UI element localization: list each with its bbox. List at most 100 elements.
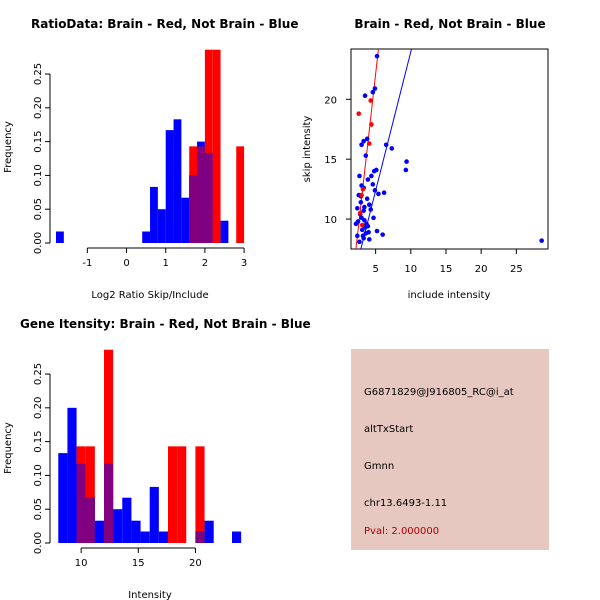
gene-hist-y-tick-label: 0.20 xyxy=(33,397,44,419)
genomic-location: chr13.6493-1.11 xyxy=(364,498,448,509)
gene-hist-y-tick-label: 0.15 xyxy=(33,430,44,452)
scatter-point-not-brain xyxy=(374,53,380,59)
scatter-x-tick-label: 15 xyxy=(440,264,453,275)
ratio-hist-bar-not-brain xyxy=(142,231,151,243)
ratio-hist-bar-not-brain xyxy=(220,220,229,243)
ratio-hist-y-tick-label: 0.05 xyxy=(33,198,44,220)
scatter-point-not-brain xyxy=(357,173,362,179)
scatter-point-not-brain xyxy=(368,207,374,212)
scatter-point-not-brain xyxy=(361,138,366,144)
ratio-hist-bar-overlap xyxy=(197,146,205,243)
gene-intensity-histogram: Gene Itensity: Brain - Red, Not Brain - … xyxy=(3,317,311,600)
gene-histogram-y-axis: 0.00 0.05 0.10 0.15 0.20 0.25 xyxy=(33,363,51,554)
scatter-point-not-brain xyxy=(403,167,409,173)
gene-hist-bar-not-brain xyxy=(158,531,168,543)
ratio-hist-bar-not-brain xyxy=(173,119,182,243)
scatter-point-brain xyxy=(357,210,363,216)
gene-hist-y-tick-label: 0.05 xyxy=(33,498,44,520)
scatter-point-not-brain xyxy=(362,204,367,210)
gene-hist-bar-not-brain xyxy=(204,520,214,543)
ratio-hist-x-tick-label: 1 xyxy=(163,258,169,269)
gene-histogram-xlabel: Intensity xyxy=(128,590,172,600)
scatter-point-brain xyxy=(369,122,374,127)
scatter-point-not-brain xyxy=(374,228,380,234)
scatter-title: Brain - Red, Not Brain - Blue xyxy=(354,17,545,31)
probe-id: G6871829@J916805_RC@i_at xyxy=(364,387,514,398)
scatter-point-not-brain xyxy=(358,199,364,205)
scatter-ylabel: skip intensity xyxy=(302,116,313,183)
scatter-plot-box xyxy=(350,48,549,250)
scatter-y-tick-label: 10 xyxy=(324,215,337,226)
ratio-hist-bar-not-brain xyxy=(157,209,166,243)
gene-hist-bar-not-brain xyxy=(149,486,159,543)
scatter-point-not-brain xyxy=(366,237,372,242)
gene-histogram-ylabel: Frequency xyxy=(3,422,14,474)
ratio-hist-x-tick-label: 3 xyxy=(241,258,247,269)
ratio-hist-bar-overlap xyxy=(204,153,213,243)
scatter-xlabel: include intensity xyxy=(408,290,491,301)
scatter-point-brain xyxy=(359,192,364,198)
scatter-point-not-brain xyxy=(360,233,366,239)
gene-hist-bar-overlap xyxy=(195,531,205,543)
ratio-hist-bar-not-brain xyxy=(165,130,174,243)
gene-hist-bar-brain xyxy=(195,446,205,543)
scatter-point-not-brain xyxy=(539,238,544,243)
gene-hist-bar-overlap xyxy=(76,463,86,543)
ratio-histogram-title: RatioData: Brain - Red, Not Brain - Blue xyxy=(31,17,298,31)
ratio-hist-bar-brain xyxy=(236,146,245,243)
scatter-point-brain xyxy=(356,111,362,116)
scatter-point-not-brain xyxy=(369,173,374,179)
ratio-hist-bar-not-brain xyxy=(150,186,158,243)
ratio-hist-y-tick-label: 0.20 xyxy=(33,97,44,119)
scatter-x-axis: 5 10 15 20 25 xyxy=(372,249,523,275)
gene-hist-x-tick-label: 15 xyxy=(132,558,145,569)
scatter-y-tick-label: 15 xyxy=(324,155,337,166)
scatter-point-not-brain xyxy=(404,159,409,164)
gene-hist-bar-brain xyxy=(168,446,178,543)
gene-hist-bar-not-brain xyxy=(131,520,141,543)
gene-hist-bar-not-brain xyxy=(122,497,132,543)
scatter-point-not-brain xyxy=(370,89,376,95)
ratio-histogram-x-axis: -1 0 1 2 3 xyxy=(82,247,247,269)
ratio-histogram-xlabel: Log2 Ratio Skip/Include xyxy=(91,290,208,301)
scatter-point-not-brain xyxy=(363,153,369,158)
gene-hist-bar-not-brain xyxy=(140,531,150,543)
ratio-hist-bar-not-brain xyxy=(56,231,64,243)
gene-hist-bar-overlap xyxy=(85,497,95,543)
scatter-point-not-brain xyxy=(365,177,371,182)
gene-hist-bar-not-brain xyxy=(94,520,104,543)
scatter-point-not-brain xyxy=(389,146,395,151)
ratio-hist-x-tick-label: -1 xyxy=(82,258,92,269)
scatter-y-axis: 10 15 20 xyxy=(324,95,351,226)
scatter-point-not-brain xyxy=(355,233,360,239)
ratio-hist-y-tick-label: 0.25 xyxy=(33,63,44,85)
scatter-point-brain xyxy=(368,98,374,103)
scatter-point-brain xyxy=(366,141,372,146)
scatter-point-not-brain xyxy=(381,190,387,196)
gene-hist-bar-not-brain xyxy=(58,453,68,543)
gene-hist-bar-brain xyxy=(104,349,114,543)
scatter-point-not-brain xyxy=(362,217,367,223)
ratio-hist-bar-overlap xyxy=(189,175,198,243)
scatter-x-tick-label: 10 xyxy=(404,264,417,275)
gene-name: Gmnn xyxy=(364,461,395,472)
ratio-hist-x-tick-label: 2 xyxy=(202,258,208,269)
scatter-fit-line-blue xyxy=(360,48,412,250)
scatter-point-not-brain xyxy=(353,221,359,227)
event-type: altTxStart xyxy=(364,424,414,435)
scatter-x-tick-label: 25 xyxy=(510,264,523,275)
scatter-point-not-brain xyxy=(355,205,360,211)
ratio-hist-x-tick-label: 0 xyxy=(123,258,129,269)
ratio-hist-bar-not-brain xyxy=(181,197,190,243)
gene-hist-bar-brain xyxy=(177,446,187,543)
scatter-point-not-brain xyxy=(370,182,376,187)
gene-hist-bar-not-brain xyxy=(232,531,242,543)
gene-hist-x-tick-label: 20 xyxy=(189,558,202,569)
scatter-point-not-brain xyxy=(372,188,378,193)
scatter-y-tick-label: 20 xyxy=(324,95,337,106)
scatter-point-not-brain xyxy=(364,136,370,142)
gene-hist-y-tick-label: 0.00 xyxy=(33,532,44,554)
scatter-point-not-brain xyxy=(366,202,372,207)
scatter-point-not-brain xyxy=(383,142,389,148)
